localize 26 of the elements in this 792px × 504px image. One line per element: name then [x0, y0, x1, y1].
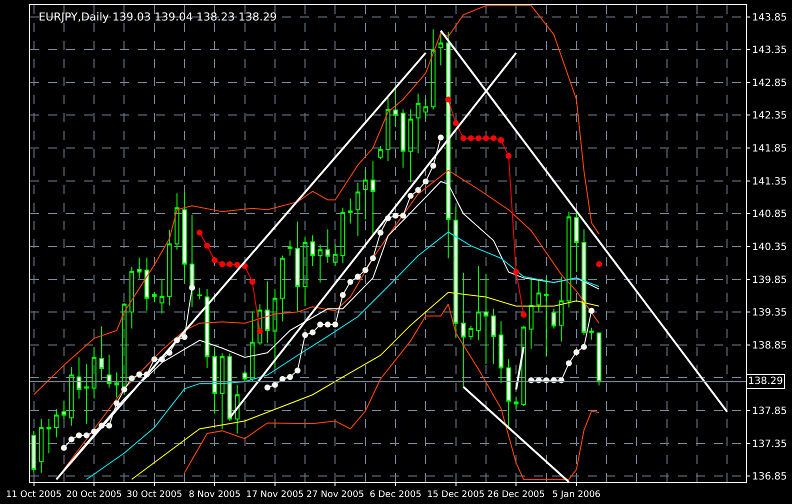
y-tick-label: 139.85: [752, 274, 787, 286]
x-tick-label: 8 Nov 2005: [188, 490, 241, 500]
x-tick-label: 17 Nov 2005: [246, 490, 304, 500]
y-tick-label: 140.35: [752, 242, 787, 253]
y-tick-label: 143.35: [752, 45, 787, 56]
y-tick-label: 137.35: [752, 438, 787, 450]
x-tick-label: 6 Dec 2005: [370, 490, 422, 500]
x-tick-label: 27 Nov 2005: [306, 490, 364, 500]
x-tick-label: 11 Oct 2005: [6, 490, 62, 500]
y-tick-label: 142.85: [752, 78, 787, 89]
y-tick-label: 140.85: [752, 209, 787, 220]
y-tick-label: 142.35: [752, 110, 787, 122]
x-tick-label: 5 Jan 2006: [552, 490, 601, 500]
x-tick-label: 30 Oct 2005: [126, 490, 182, 500]
x-tick-label: 20 Oct 2005: [66, 490, 122, 500]
y-tick-label: 141.35: [752, 176, 787, 188]
y-tick-label: 137.85: [752, 406, 787, 417]
x-tick-label: 15 Dec 2005: [427, 490, 485, 500]
y-tick-label: 143.85: [752, 12, 787, 24]
y-tick-label: 136.85: [752, 472, 787, 483]
y-tick-label: 141.85: [752, 144, 787, 155]
text: EURJPY,Daily 139.03 139.04 138.23 138.29: [38, 10, 277, 24]
x-tick-label: 26 Dec 2005: [487, 490, 545, 500]
y-tick-label: 138.85: [752, 340, 787, 352]
y-tick-label: 139.35: [752, 308, 787, 319]
ref-line-label: 138.29: [748, 376, 783, 387]
